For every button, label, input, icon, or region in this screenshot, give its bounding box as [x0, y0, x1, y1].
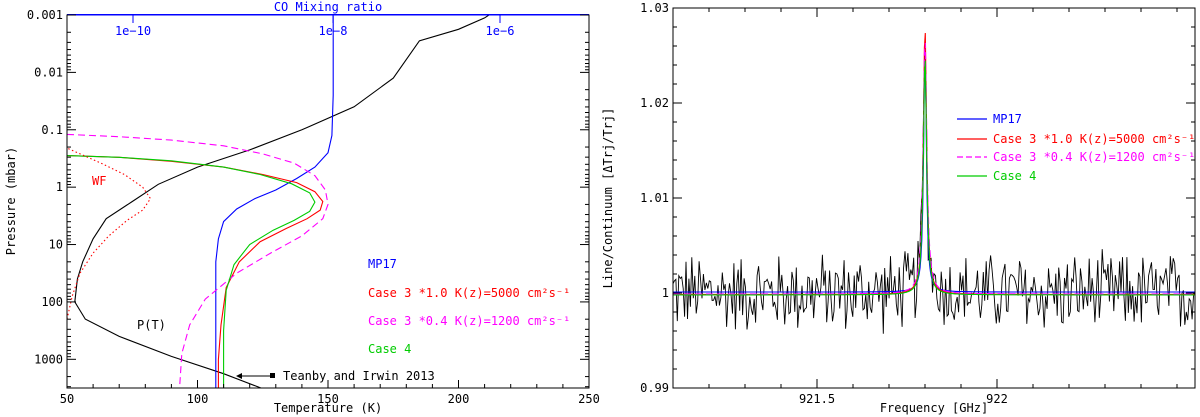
left-series-mp17: [215, 15, 334, 388]
right-series-case-3-0-4-k-z-1200: [673, 42, 1195, 295]
left-top-axis-title: CO Mixing ratio: [274, 0, 382, 14]
left-x-tick-label: 250: [578, 392, 600, 406]
right-x-tick-label: 921.5: [799, 392, 835, 406]
left-legend-mp17: MP17: [368, 257, 397, 271]
right-y-tick-label: 0.99: [640, 381, 669, 395]
right-y-axis-title: Line/Continuum [ΔTrj/Trj]: [601, 108, 615, 289]
right-legend-mp17: MP17: [993, 112, 1022, 126]
right-x-axis-title: Frequency [GHz]: [880, 401, 988, 415]
right-y-tick-label: 1.02: [640, 96, 669, 110]
teanby-label: Teanby and Irwin 2013: [283, 369, 435, 383]
teanby-marker: [270, 373, 275, 378]
right-series-group: [673, 32, 1195, 334]
left-x-axis-title: Temperature (K): [274, 401, 382, 415]
left-x-tick-label: 150: [317, 392, 339, 406]
left-legend-case3a: Case 3 *1.0 K(z)=5000 cm²s⁻¹: [368, 286, 570, 300]
left-y-axis-title: Pressure (mbar): [4, 147, 18, 255]
pt-label: P(T): [137, 318, 166, 332]
left-y-tick-label: 0.1: [41, 123, 63, 137]
left-ticks-group: 50 100 150 200 250 0.001 0.01 0.1 1 10 100 1000: [27, 8, 600, 406]
right-x-tick-label: 922: [986, 392, 1008, 406]
left-legend-case3b: Case 3 *0.4 K(z)=1200 cm²s⁻¹: [368, 314, 570, 328]
right-ticks-group: 921.5 922 0.99 1 1.01 1.02 1.03: [640, 1, 1195, 406]
left-x-tick-label: 100: [187, 392, 209, 406]
left-series-case-4: [67, 155, 316, 388]
right-legend-case3b: Case 3 *0.4 K(z)=1200 cm²s⁻¹: [993, 150, 1195, 164]
left-legend-case4: Case 4: [368, 342, 411, 356]
right-plot-frame: [672, 7, 1196, 389]
left-top-tick-3: 1e−6: [486, 24, 515, 38]
left-y-tick-label: 1: [56, 180, 63, 194]
right-y-tick-label: 1: [662, 286, 669, 300]
left-plot-frame: [66, 14, 590, 389]
right-panel-chart: 921.5 922 0.99 1 1.01 1.02 1.03 Frequency [GHz…: [601, 1, 1196, 415]
left-y-tick-label: 100: [41, 295, 63, 309]
left-series-p-t-: [74, 15, 490, 388]
left-series-case-3-0-4-k-z-1200: [67, 133, 329, 388]
wf-label: WF: [92, 174, 106, 188]
left-x-tick-label: 200: [448, 392, 470, 406]
left-series-case-3-1-0-k-z-5000: [67, 155, 324, 388]
left-series-wf: [67, 147, 152, 320]
right-series-case-4: [673, 60, 1195, 296]
teanby-arrow-head: [236, 373, 242, 379]
left-y-tick-label: 1000: [34, 352, 63, 366]
left-top-axis-line: [67, 14, 589, 16]
right-series-observed: [673, 71, 1195, 334]
left-x-tick-label: 50: [60, 392, 74, 406]
right-y-tick-label: 1.03: [640, 1, 669, 15]
right-series-mp17: [673, 49, 1195, 293]
left-panel-chart: 50 100 150 200 250 0.001 0.01 0.1 1 10 100 1000 CO …: [4, 0, 600, 415]
right-y-tick-label: 1.01: [640, 191, 669, 205]
left-y-tick-label: 10: [49, 238, 63, 252]
left-top-tick-1: 1e−10: [115, 24, 151, 38]
right-legend-case4: Case 4: [993, 169, 1036, 183]
left-y-tick-label: 0.001: [27, 8, 63, 22]
left-y-tick-label: 0.01: [34, 65, 63, 79]
right-legend-case3a: Case 3 *1.0 K(z)=5000 cm²s⁻¹: [993, 132, 1195, 146]
left-series-group: [67, 15, 490, 388]
left-top-tick-2: 1e−8: [319, 24, 348, 38]
